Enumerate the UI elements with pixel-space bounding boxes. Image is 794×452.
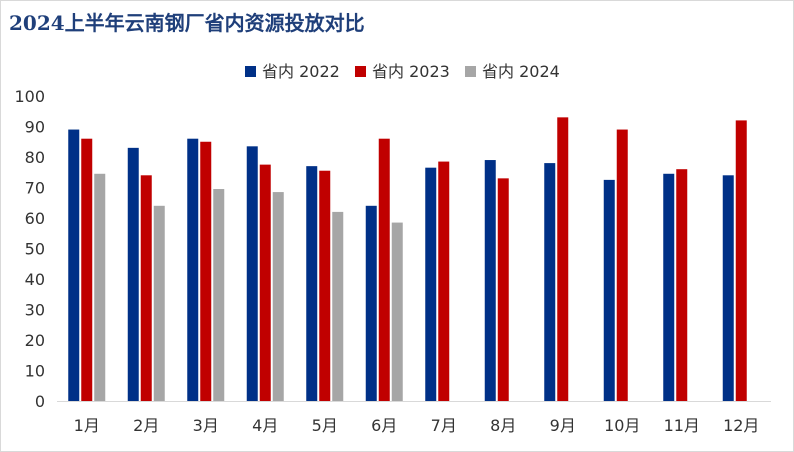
bar-2-10 <box>616 129 628 402</box>
bar-2-4 <box>259 164 271 401</box>
bar-3-4 <box>272 192 284 401</box>
bar-1-8 <box>484 160 496 401</box>
bar-1-3 <box>187 138 199 401</box>
bar-2-5 <box>319 170 331 401</box>
bar-1-4 <box>246 146 258 401</box>
bar-2-8 <box>497 178 509 401</box>
bar-1-12 <box>722 175 734 401</box>
y-tick-label: 90 <box>25 118 45 137</box>
bar-1-10 <box>603 179 615 401</box>
bar-3-2 <box>153 205 165 401</box>
x-tick-label: 6月 <box>371 416 397 435</box>
y-tick-label: 60 <box>25 209 45 228</box>
y-tick-label: 50 <box>25 240 45 259</box>
y-tick-label: 40 <box>25 270 45 289</box>
legend-swatch <box>245 66 256 77</box>
chart-title: 2024上半年云南钢厂省内资源投放对比 <box>9 11 365 35</box>
bar-2-1 <box>81 138 93 401</box>
bar-3-5 <box>332 211 344 401</box>
bar-1-7 <box>425 167 437 401</box>
legend-label: 省内 2022 <box>262 62 340 81</box>
x-tick-label: 12月 <box>723 416 759 435</box>
legend-swatch <box>465 66 476 77</box>
bar-1-5 <box>306 166 318 401</box>
bar-2-9 <box>557 117 569 401</box>
x-tick-label: 8月 <box>490 416 516 435</box>
legend-label: 省内 2023 <box>372 62 450 81</box>
y-tick-label: 20 <box>25 331 45 350</box>
x-tick-label: 10月 <box>604 416 640 435</box>
legend-label: 省内 2024 <box>482 62 560 81</box>
y-tick-label: 10 <box>25 362 45 381</box>
x-tick-label: 11月 <box>664 416 700 435</box>
x-tick-label: 7月 <box>431 416 457 435</box>
x-tick-label: 1月 <box>74 416 100 435</box>
x-tick-label: 3月 <box>193 416 219 435</box>
bar-3-1 <box>94 173 106 401</box>
legend-swatch <box>355 66 366 77</box>
bar-1-11 <box>663 173 675 401</box>
bar-3-3 <box>213 189 225 401</box>
bar-2-12 <box>735 120 747 402</box>
y-tick-label: 100 <box>14 87 45 106</box>
bar-2-11 <box>676 169 688 401</box>
y-tick-label: 70 <box>25 179 45 198</box>
x-tick-label: 4月 <box>252 416 278 435</box>
bar-2-7 <box>438 161 450 401</box>
y-tick-label: 80 <box>25 148 45 167</box>
bar-2-3 <box>200 141 212 401</box>
bar-2-2 <box>140 175 152 401</box>
x-tick-label: 2月 <box>133 416 159 435</box>
bar-1-6 <box>365 205 377 401</box>
x-tick-label: 5月 <box>312 416 338 435</box>
bar-2-6 <box>378 138 390 401</box>
y-tick-label: 30 <box>25 301 45 320</box>
bar-1-9 <box>544 163 556 401</box>
y-tick-label: 0 <box>35 392 45 411</box>
bar-3-6 <box>391 222 403 401</box>
x-tick-label: 9月 <box>550 416 576 435</box>
bar-1-1 <box>68 129 80 402</box>
bar-1-2 <box>127 147 139 401</box>
